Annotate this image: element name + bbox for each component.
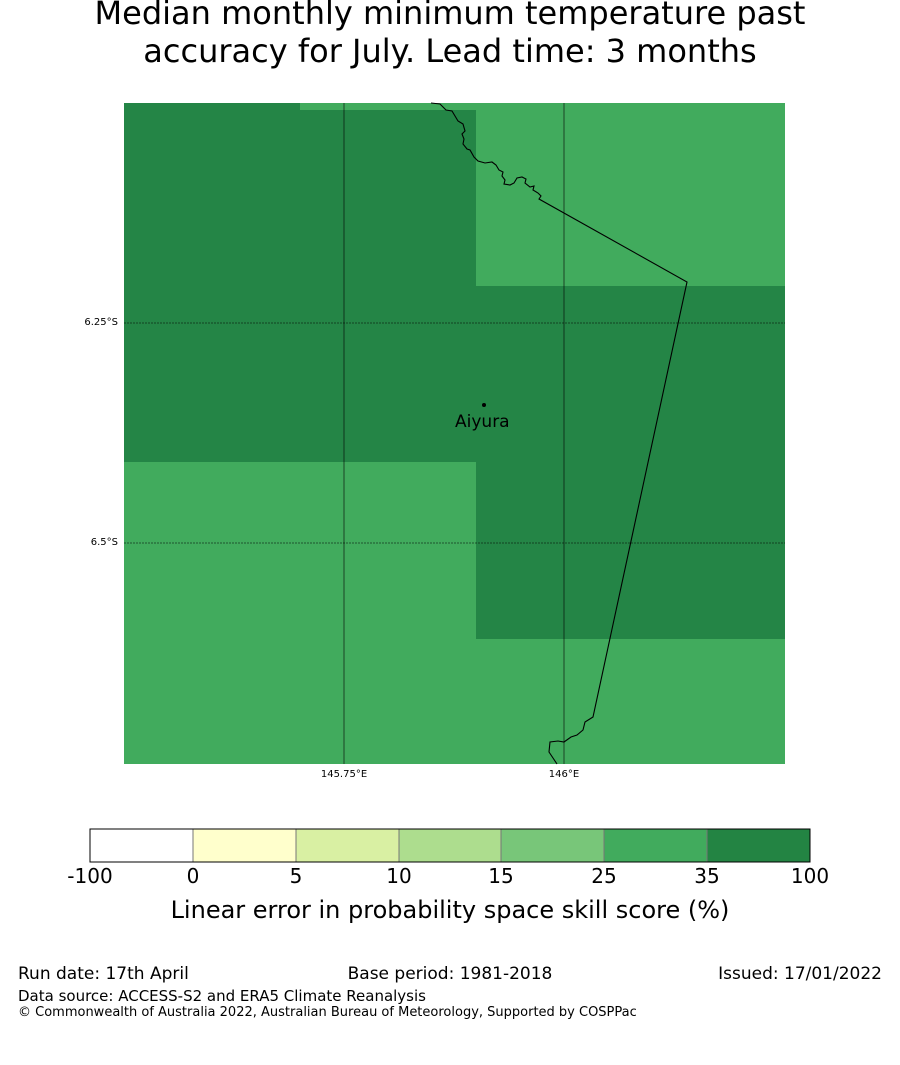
colorbar-segment-5 bbox=[501, 829, 604, 862]
colorbar-tick: 25 bbox=[591, 864, 617, 888]
place-label-aiyura: Aiyura bbox=[455, 412, 510, 432]
lon-label-145-75: 145.75°E bbox=[320, 769, 368, 780]
colorbar-segment-4 bbox=[399, 829, 501, 862]
cell-nw-dark bbox=[124, 103, 476, 462]
copyright: © Commonwealth of Australia 2022, Austra… bbox=[18, 1005, 637, 1020]
colorbar-label: Linear error in probability space skill … bbox=[170, 896, 730, 924]
colorbar-tick: 15 bbox=[488, 864, 514, 888]
data-source: Data source: ACCESS-S2 and ERA5 Climate … bbox=[18, 987, 426, 1005]
title-line-2: accuracy for July. Lead time: 3 months bbox=[143, 32, 757, 70]
map-title: Median monthly minimum temperature past … bbox=[0, 0, 900, 70]
colorbar-segment-7 bbox=[707, 829, 810, 862]
colorbar-segment-2 bbox=[193, 829, 296, 862]
cell-n-strip-mid bbox=[300, 103, 476, 110]
lon-label-146: 146°E bbox=[548, 769, 580, 780]
lat-label-6-5: 6.5°S bbox=[90, 537, 118, 548]
colorbar-tick: 10 bbox=[386, 864, 412, 888]
lat-label-6-25: 6.25°S bbox=[84, 317, 118, 328]
issued-date: Issued: 17/01/2022 bbox=[718, 964, 882, 984]
colorbar-segment-6 bbox=[604, 829, 707, 862]
colorbar-frame bbox=[89, 828, 811, 863]
aiyura-marker bbox=[482, 403, 486, 407]
colorbar-tick: -100 bbox=[67, 864, 113, 888]
colorbar-segment-3 bbox=[296, 829, 399, 862]
cell-east-dark bbox=[476, 286, 785, 639]
colorbar-tick: 0 bbox=[186, 864, 200, 888]
cell-n-top-dark bbox=[124, 103, 300, 110]
colorbar-tick: 35 bbox=[694, 864, 720, 888]
base-period: Base period: 1981-2018 bbox=[347, 964, 553, 984]
run-date: Run date: 17th April bbox=[18, 964, 189, 984]
cell-ne-mid bbox=[476, 103, 785, 286]
title-line-1: Median monthly minimum temperature past bbox=[94, 0, 806, 32]
colorbar bbox=[89, 828, 811, 863]
border-line bbox=[430, 102, 688, 765]
colorbar-segment-1 bbox=[90, 829, 193, 862]
colorbar-tick: 100 bbox=[790, 864, 830, 888]
colorbar-tick: 5 bbox=[289, 864, 303, 888]
